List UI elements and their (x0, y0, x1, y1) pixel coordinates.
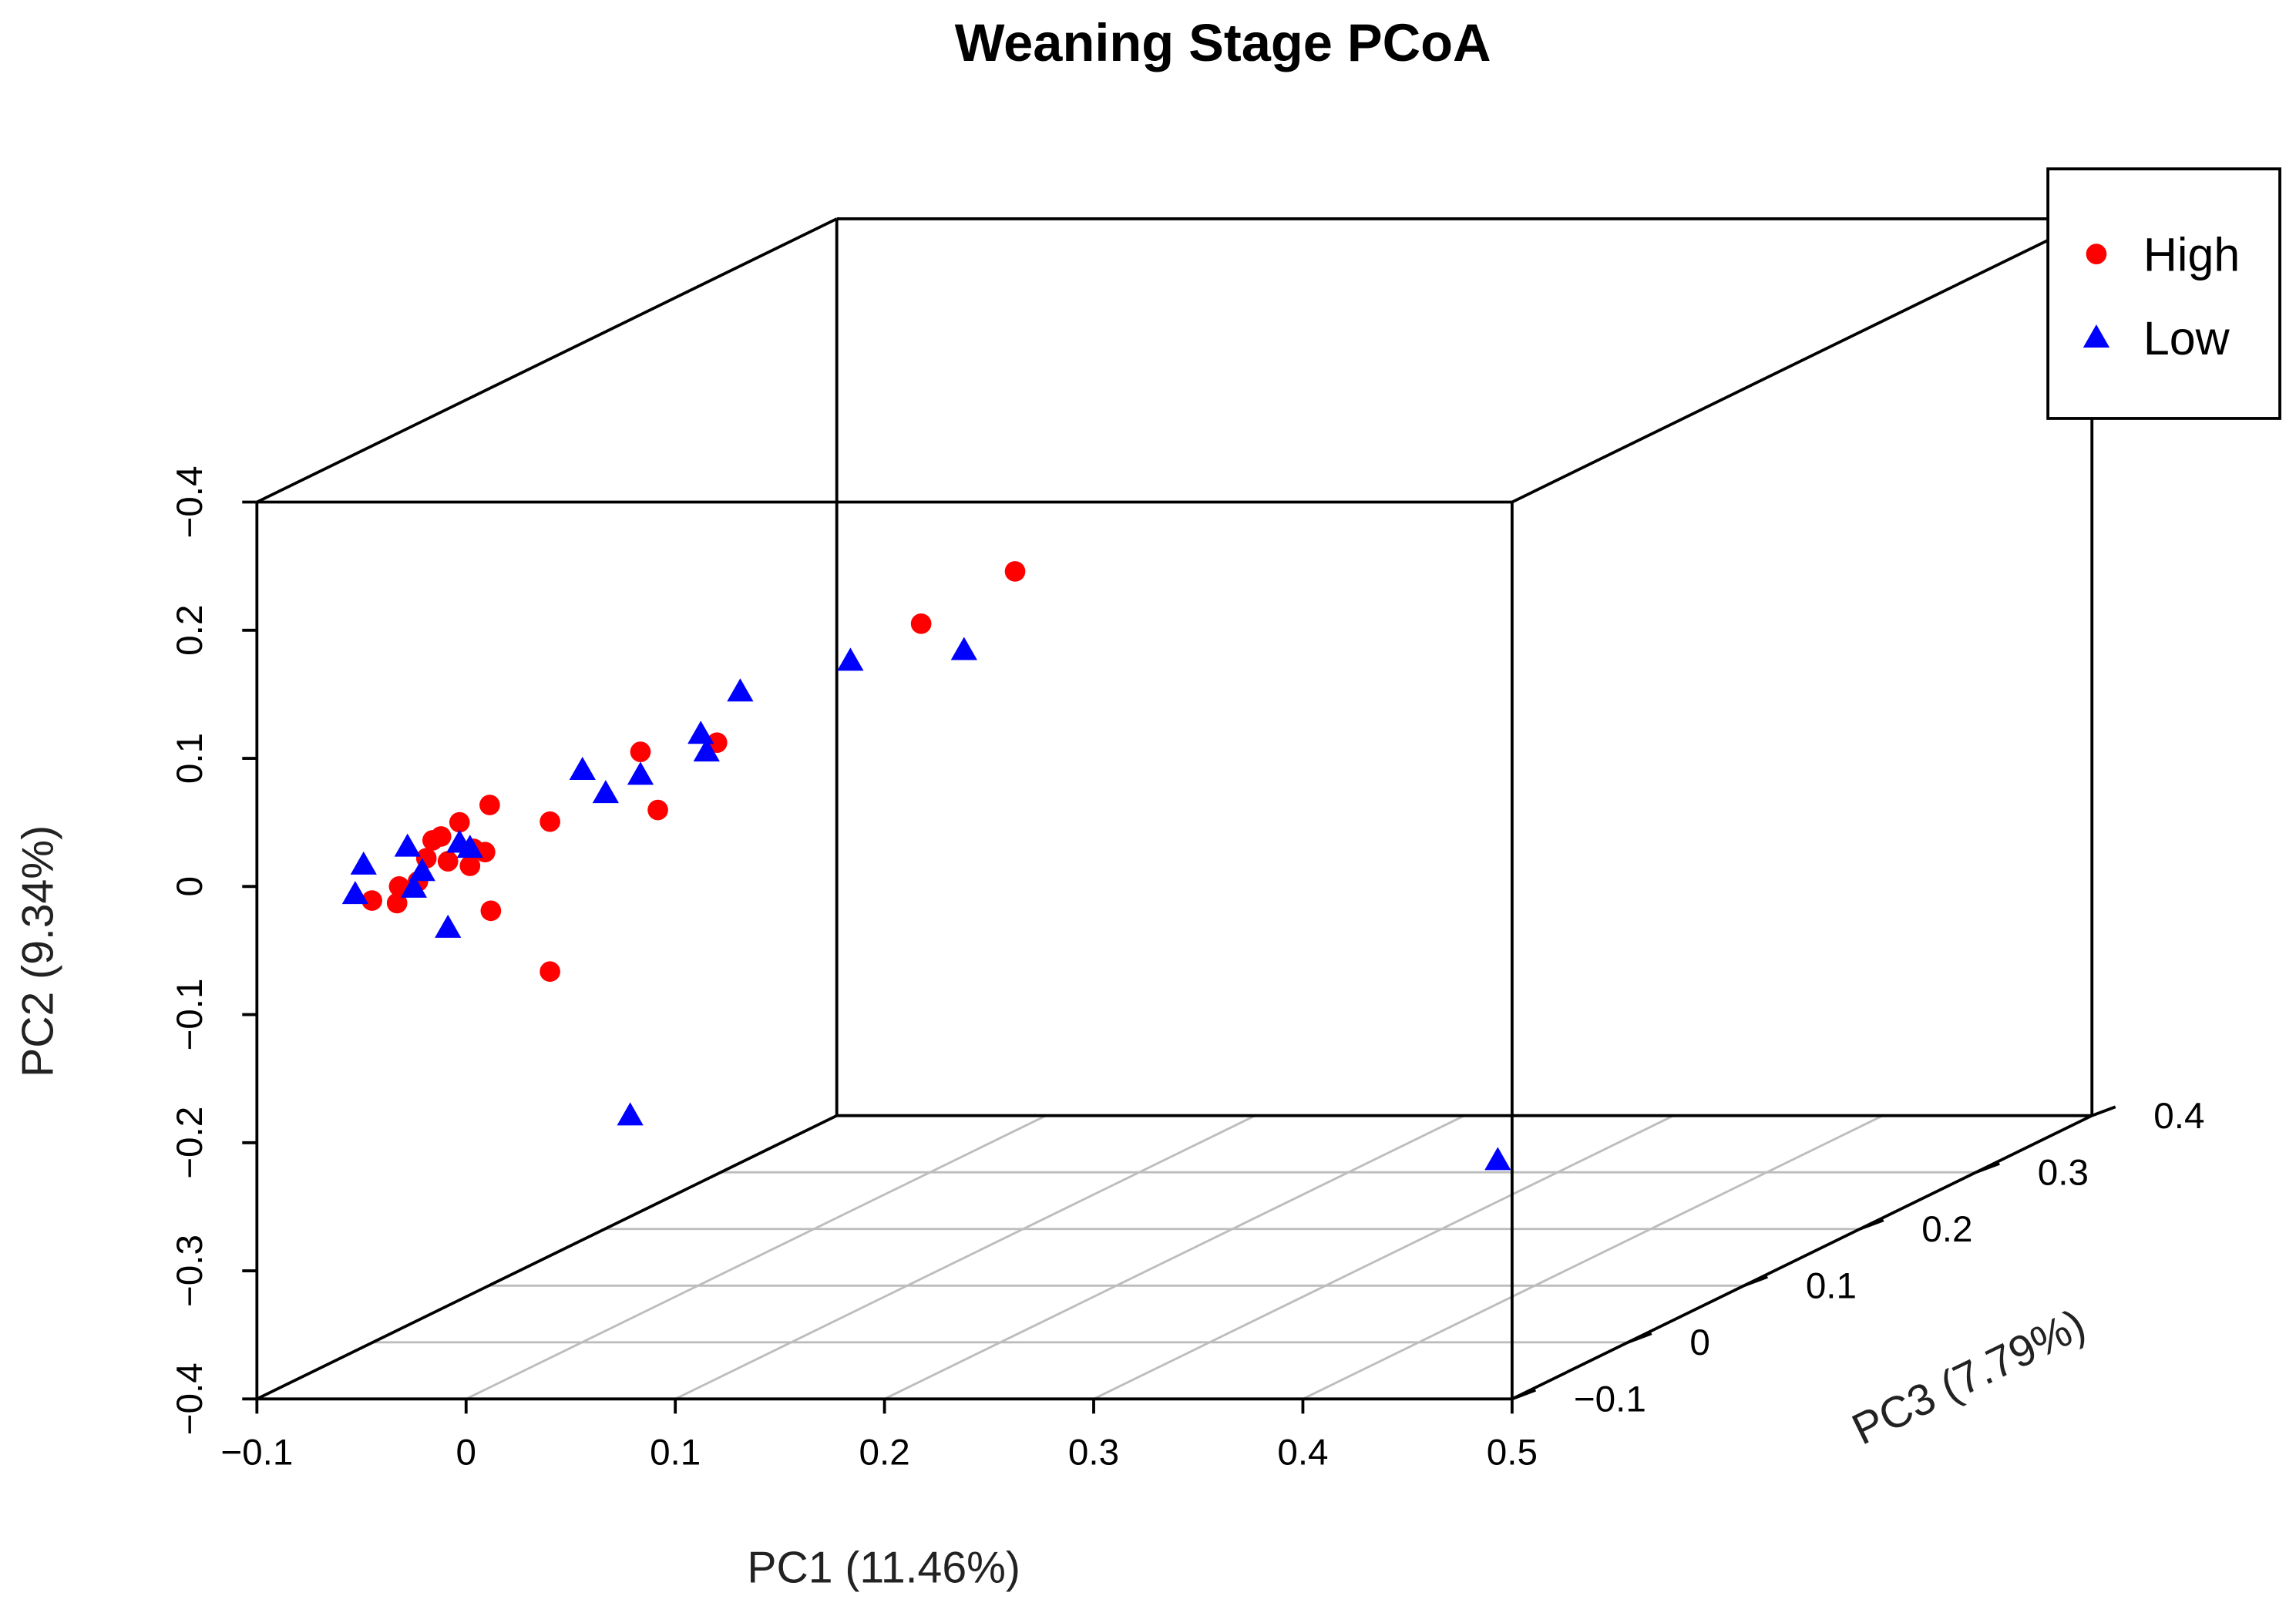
y-tick-label: 0.2 (170, 605, 210, 656)
z-tick-label: 0 (1689, 1322, 1709, 1363)
point (1004, 561, 1026, 582)
z-tick (1627, 1332, 1652, 1344)
point (540, 961, 560, 983)
x-tick-label: 0.2 (859, 1432, 910, 1473)
grid-line (674, 1114, 1256, 1400)
x-tick-label: 0.3 (1068, 1432, 1119, 1473)
z-axis-label: PC3 (7.79%) (1844, 1300, 2093, 1455)
y-tick-label: −0.2 (170, 1107, 210, 1179)
grid-line (466, 1114, 1047, 1400)
z-tick-label: −0.1 (1574, 1379, 1646, 1420)
legend-label: Low (2143, 312, 2230, 365)
point (408, 858, 435, 882)
box-edge (1511, 1114, 2093, 1401)
point (910, 613, 932, 634)
box-edge (1511, 217, 2093, 504)
point (693, 738, 720, 762)
y-tick-label: 0 (170, 876, 210, 896)
point (350, 851, 377, 875)
point (459, 855, 481, 876)
z-tick (1743, 1275, 1768, 1288)
point (647, 799, 668, 821)
z-tick (2091, 1105, 2116, 1117)
point (341, 881, 369, 905)
point (479, 795, 500, 815)
x-tick-label: 0.5 (1487, 1432, 1538, 1473)
grid-line (883, 1114, 1465, 1400)
point (727, 678, 754, 702)
point (480, 900, 502, 922)
point (437, 851, 459, 872)
point (627, 761, 654, 785)
point (617, 1102, 644, 1126)
y-tick-label: −0.4 (170, 466, 210, 539)
z-tick (1975, 1162, 2000, 1174)
y-tick-label: 0.1 (170, 733, 210, 784)
y-axis-label: PC2 (9.34%) (13, 825, 62, 1077)
point (456, 835, 483, 858)
legend-box (2046, 167, 2281, 420)
z-tick (1511, 1389, 1537, 1401)
x-axis-label: PC1 (11.46%) (747, 1543, 1020, 1592)
y-tick-label: −0.3 (170, 1235, 210, 1307)
y-tick-label: −0.4 (170, 1362, 210, 1435)
box-edge (256, 1114, 838, 1401)
legend-marker (2083, 324, 2110, 348)
x-tick-label: −0.1 (220, 1432, 293, 1473)
z-tick-label: 0.3 (2038, 1153, 2089, 1194)
legend-marker (2086, 244, 2107, 264)
x-tick-label: 0.1 (650, 1432, 701, 1473)
x-tick-label: 0.4 (1277, 1432, 1328, 1473)
legend-label: High (2143, 228, 2240, 281)
box-edge (256, 217, 838, 504)
point (422, 830, 443, 851)
point (400, 874, 428, 898)
z-tick-label: 0.4 (2153, 1096, 2204, 1137)
z-tick-label: 0.2 (1921, 1209, 1972, 1250)
chart-title: Weaning Stage PCoA (955, 13, 1491, 72)
point (687, 721, 714, 744)
point (386, 892, 408, 914)
point (435, 914, 462, 938)
grid-line (1093, 1114, 1675, 1400)
point (630, 741, 651, 762)
point (394, 833, 421, 857)
point (569, 756, 596, 780)
x-tick-label: 0 (456, 1432, 476, 1473)
point (592, 780, 619, 804)
z-tick (1859, 1218, 1884, 1231)
z-tick-label: 0.1 (1806, 1266, 1857, 1307)
point (950, 637, 977, 660)
grid-line (1302, 1114, 1884, 1400)
point (540, 811, 560, 832)
point (361, 890, 382, 911)
point (1484, 1147, 1511, 1171)
y-tick-label: −0.1 (170, 979, 210, 1051)
point (837, 647, 864, 671)
point (449, 811, 470, 833)
